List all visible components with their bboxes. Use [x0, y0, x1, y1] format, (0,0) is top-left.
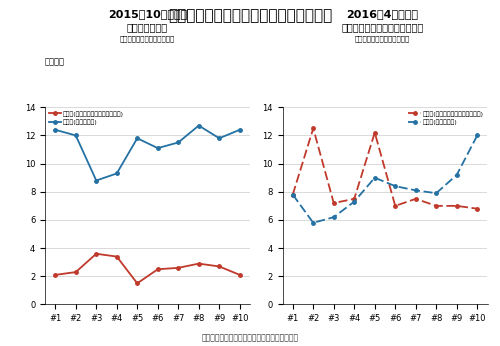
Legend: 配信数(毒島ゆり子のせきらら日記), 配信数(コウノドリ): 配信数(毒島ゆり子のせきらら日記), 配信数(コウノドリ) [408, 110, 484, 126]
Text: 視聴率と配信数の関連性についての考察: 視聴率と配信数の関連性についての考察 [168, 9, 332, 24]
Text: 実線：視聴率　点線：配信数: 実線：視聴率 点線：配信数 [355, 35, 410, 42]
Text: 自社配信調査・ビデオリサーチ視聴率調査より: 自社配信調査・ビデオリサーチ視聴率調査より [202, 334, 298, 343]
Text: 「コウノドリ」: 「コウノドリ」 [127, 22, 168, 33]
Text: 実線：視聴率　点線：配信数: 実線：視聴率 点線：配信数 [120, 35, 175, 42]
Text: 2015年10月クール: 2015年10月クール [108, 9, 187, 19]
Text: 「毒島ゆり子のせきらら日記」: 「毒島ゆり子のせきらら日記」 [342, 22, 423, 33]
Text: 2016年4月クール: 2016年4月クール [346, 9, 418, 19]
Legend: 視聴率(毒島ゆり子のせきらら日記), 視聴率(コウノドリ): 視聴率(毒島ゆり子のせきらら日記), 視聴率(コウノドリ) [48, 110, 125, 126]
Text: 単位：％: 単位：％ [45, 57, 65, 66]
